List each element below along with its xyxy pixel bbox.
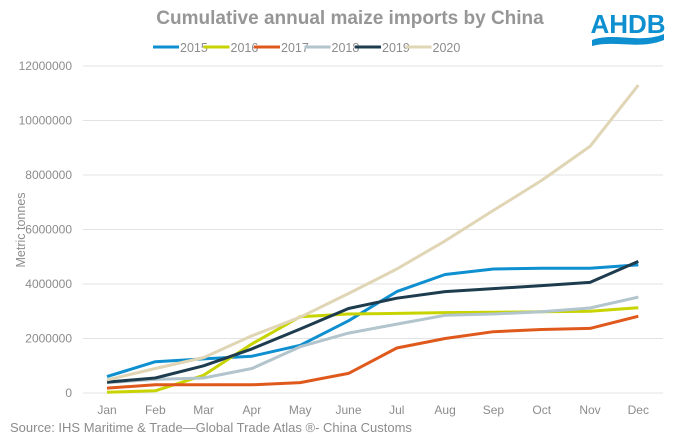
y-tick-label: 12000000 (19, 59, 73, 73)
source-note: Source: IHS Maritime & Trade—Global Trad… (10, 420, 412, 435)
x-tick-label: Oct (532, 403, 551, 417)
y-tick-label: 6000000 (25, 223, 72, 237)
x-tick-label: Apr (243, 403, 262, 417)
x-tick-label: Mar (193, 403, 214, 417)
legend-label-2018: 2018 (332, 41, 360, 55)
y-tick-label: 8000000 (25, 168, 72, 182)
series-line-2019 (106, 260, 639, 384)
x-tick-label: Feb (145, 403, 166, 417)
y-tick-label: 10000000 (19, 114, 73, 128)
legend-label-2015: 2015 (180, 41, 208, 55)
ahdb-logo: AHDB (590, 9, 666, 46)
legend: 2015 2016 2017 2018 2019 2020 (153, 41, 460, 55)
x-axis-ticks: Jan Feb Mar Apr May June Jul Aug Sep Oct Nov Dec (97, 403, 649, 417)
legend-label-2016: 2016 (231, 41, 259, 55)
x-tick-label: May (289, 403, 312, 417)
y-tick-label: 2000000 (25, 332, 72, 346)
gridlines (83, 65, 663, 394)
series-line-2020 (106, 84, 640, 382)
x-tick-label: Aug (434, 403, 455, 417)
series-line-2017 (106, 314, 639, 390)
y-tick-label: 0 (65, 386, 72, 400)
chart-title: Cumulative annual maize imports by China (156, 8, 544, 29)
x-tick-label: Sep (483, 403, 505, 417)
y-axis-label: Metric tonnes (14, 192, 28, 267)
y-axis-ticks: 0 2000000 4000000 6000000 8000000 10000000 120… (19, 59, 73, 400)
series-line-2018 (106, 295, 639, 385)
svg-text:AHDB: AHDB (590, 9, 665, 39)
legend-label-2017: 2017 (281, 41, 309, 55)
series-lines (106, 84, 640, 394)
x-tick-label: Jul (389, 403, 404, 417)
x-tick-label: Dec (628, 403, 649, 417)
y-tick-label: 4000000 (25, 277, 72, 291)
x-tick-label: Jan (97, 403, 116, 417)
x-tick-label: June (335, 403, 361, 417)
legend-label-2020: 2020 (433, 41, 461, 55)
legend-label-2019: 2019 (382, 41, 410, 55)
x-tick-label: Nov (579, 403, 600, 417)
